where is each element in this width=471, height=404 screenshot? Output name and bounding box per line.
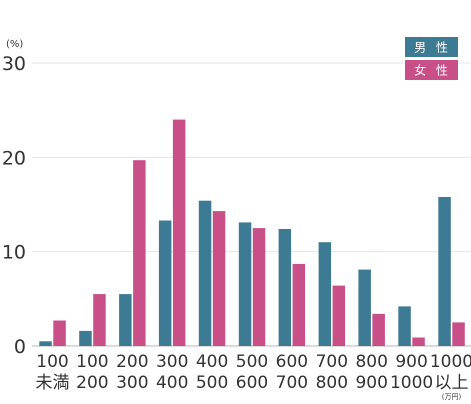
x-tick-label: 200 [116, 352, 148, 372]
legend: 男 性女 性 [405, 37, 458, 80]
x-tick-label: 500 [236, 352, 268, 372]
x-tick-label: 400 [156, 373, 188, 393]
bar-male [158, 220, 172, 346]
x-tick-label: 900 [355, 373, 387, 393]
y-axis-unit-label: (%) [6, 39, 23, 50]
x-tick-label: 800 [316, 373, 348, 393]
bar-male [278, 229, 292, 346]
legend-swatch-female [405, 60, 458, 80]
x-tick-label: 600 [236, 373, 268, 393]
y-axis-ticks: 0 10 20 30 [2, 53, 26, 358]
x-axis-labels: 100未満10020020030030040040050050060060070… [36, 352, 471, 401]
bar-female [172, 119, 186, 346]
bar-male [318, 242, 332, 346]
legend-swatch-male [405, 37, 458, 57]
bar-male [79, 330, 92, 346]
x-tick-label: 200 [76, 373, 108, 393]
x-tick-label: 400 [196, 352, 228, 372]
bar-female [412, 337, 425, 346]
bar-male [398, 306, 411, 346]
x-tick-label: 未満 [36, 373, 70, 393]
bar-male [119, 294, 132, 346]
legend-label-female: 女 性 [414, 63, 451, 78]
x-tick-label: 以上 [435, 373, 469, 393]
y-tick-label: 0 [14, 336, 26, 358]
x-tick-label: 800 [355, 352, 387, 372]
x-tick-label: 700 [276, 373, 308, 393]
bar-male [198, 200, 212, 346]
bar-female [332, 285, 346, 346]
bar-female [212, 211, 226, 346]
x-tick-label: 900 [395, 352, 427, 372]
bar-female [292, 263, 306, 346]
y-tick-label: 30 [2, 53, 26, 75]
x-tick-label: 100 [36, 352, 68, 372]
bars [39, 119, 465, 346]
bar-female [452, 322, 465, 346]
legend-label-male: 男 性 [414, 41, 451, 55]
x-tick-label: 1000 [430, 352, 471, 372]
bar-male [358, 269, 371, 346]
bar-female [53, 320, 66, 346]
bar-male [238, 222, 252, 346]
x-tick-label: 300 [116, 373, 148, 393]
x-tick-label: 100 [76, 352, 108, 372]
bar-female [372, 313, 385, 346]
x-tick-label: 500 [196, 373, 228, 393]
x-tick-label: 600 [276, 352, 308, 372]
bar-female [93, 294, 106, 346]
x-tick-label: 300 [156, 352, 188, 372]
x-axis-unit-note: (万円) [442, 393, 462, 401]
x-tick-label: 1000 [390, 373, 433, 393]
bar-male [438, 197, 451, 346]
y-tick-label: 10 [2, 242, 26, 264]
y-tick-label: 20 [2, 147, 26, 169]
x-tick-label: 700 [316, 352, 348, 372]
bar-female [252, 228, 266, 346]
bar-female [133, 160, 146, 346]
bar-male [39, 341, 52, 346]
